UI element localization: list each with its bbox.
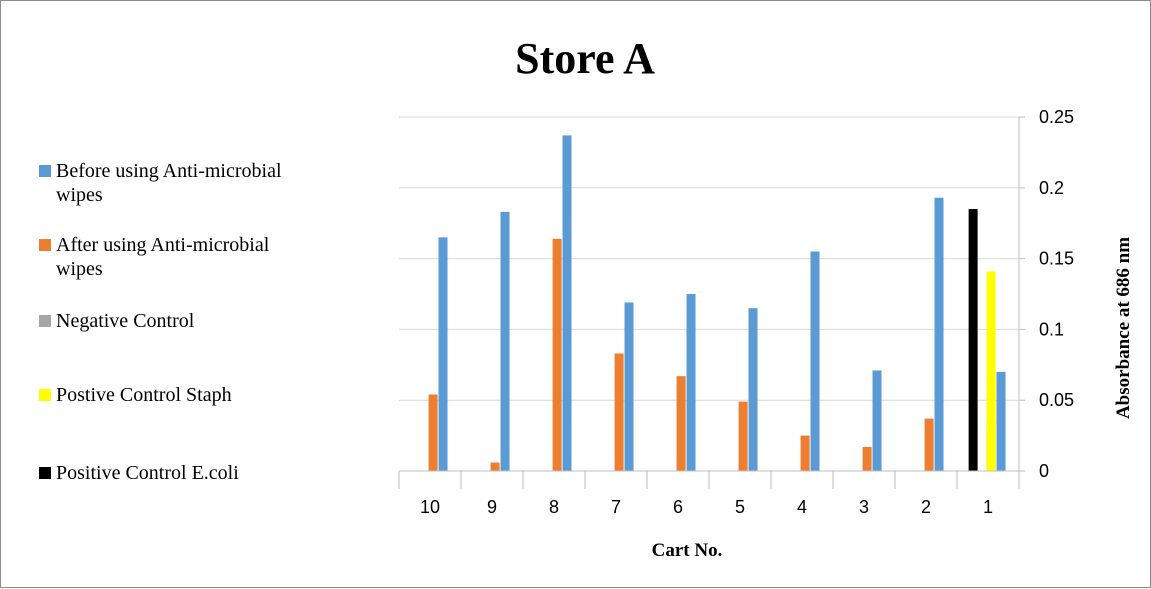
bar-2-cart-7 <box>614 353 624 471</box>
legend-swatch <box>39 389 51 401</box>
bar-1-cart-3 <box>872 370 882 471</box>
bar-2-cart-8 <box>552 238 562 471</box>
bar-1-cart-7 <box>624 302 634 471</box>
x-tick-label: 3 <box>859 497 869 517</box>
legend-label: Negative Control <box>56 310 195 332</box>
bar-5-cart-1 <box>968 209 978 472</box>
bar-1-cart-8 <box>562 135 572 471</box>
x-tick-label: 8 <box>549 497 559 517</box>
gridlines <box>399 116 1019 401</box>
bar-1-cart-4 <box>810 251 820 471</box>
x-tick-label: 5 <box>735 497 745 517</box>
legend-swatch <box>39 239 51 251</box>
bar-1-cart-9 <box>500 211 510 471</box>
legend-swatch <box>39 467 51 479</box>
legend-item: Negative Control <box>39 310 195 332</box>
legend-swatch <box>39 315 51 327</box>
legend-label: After using Anti-microbial wipes <box>56 234 270 280</box>
legend-item: After using Anti-microbial wipes <box>39 234 270 280</box>
axes: 0 0.05 0.1 0.15 0.2 0.25 10 9 8 7 6 5 4 3 2 1 <box>398 107 1074 517</box>
bar-2-cart-5 <box>738 401 748 471</box>
y-tick-label: 0.25 <box>1039 107 1074 127</box>
bar-2-cart-6 <box>676 376 686 471</box>
y-tick-label: 0.15 <box>1039 249 1074 269</box>
x-tick-label: 9 <box>487 497 497 517</box>
x-tick-label: 4 <box>797 497 807 517</box>
bar-2-cart-9 <box>490 462 500 471</box>
bar-2-cart-10 <box>428 394 438 471</box>
bar-2-cart-3 <box>862 446 872 471</box>
y-tick-label: 0 <box>1039 461 1049 481</box>
legend-item: Before using Anti-microbial wipes <box>39 160 282 206</box>
x-tick-label: 7 <box>611 497 621 517</box>
legend: Before using Anti-microbial wipes After us… <box>39 160 282 484</box>
bar-2-cart-4 <box>800 435 810 471</box>
legend-item: Postive Control Staph <box>39 384 232 406</box>
y-axis-title: Absorbance at 686 nm <box>1113 237 1134 419</box>
y-tick-label: 0.1 <box>1039 319 1064 339</box>
bar-4-cart-1 <box>986 271 996 471</box>
x-tick-label: 2 <box>921 497 931 517</box>
x-tick-label: 10 <box>420 497 440 517</box>
bar-1-cart-6 <box>686 294 696 471</box>
bar-1-cart-10 <box>438 237 448 471</box>
bar-1-cart-1 <box>996 371 1006 471</box>
bar-1-cart-2 <box>934 197 944 471</box>
legend-label: Before using Anti-microbial wipes <box>56 160 282 206</box>
bar-2-cart-2 <box>924 418 934 471</box>
legend-item: Positive Control E.coli <box>39 462 239 484</box>
legend-label: Postive Control Staph <box>56 384 232 406</box>
bar-1-cart-5 <box>748 308 758 471</box>
legend-label: Positive Control E.coli <box>56 462 239 484</box>
chart-title: Store A <box>515 34 655 83</box>
x-tick-label: 6 <box>673 497 683 517</box>
x-tick-label: 1 <box>983 497 993 517</box>
x-axis-title: Cart No. <box>652 540 723 561</box>
bars <box>428 135 1006 472</box>
y-tick-label: 0.05 <box>1039 390 1074 410</box>
legend-swatch <box>39 165 51 177</box>
y-tick-label: 0.2 <box>1039 178 1064 198</box>
